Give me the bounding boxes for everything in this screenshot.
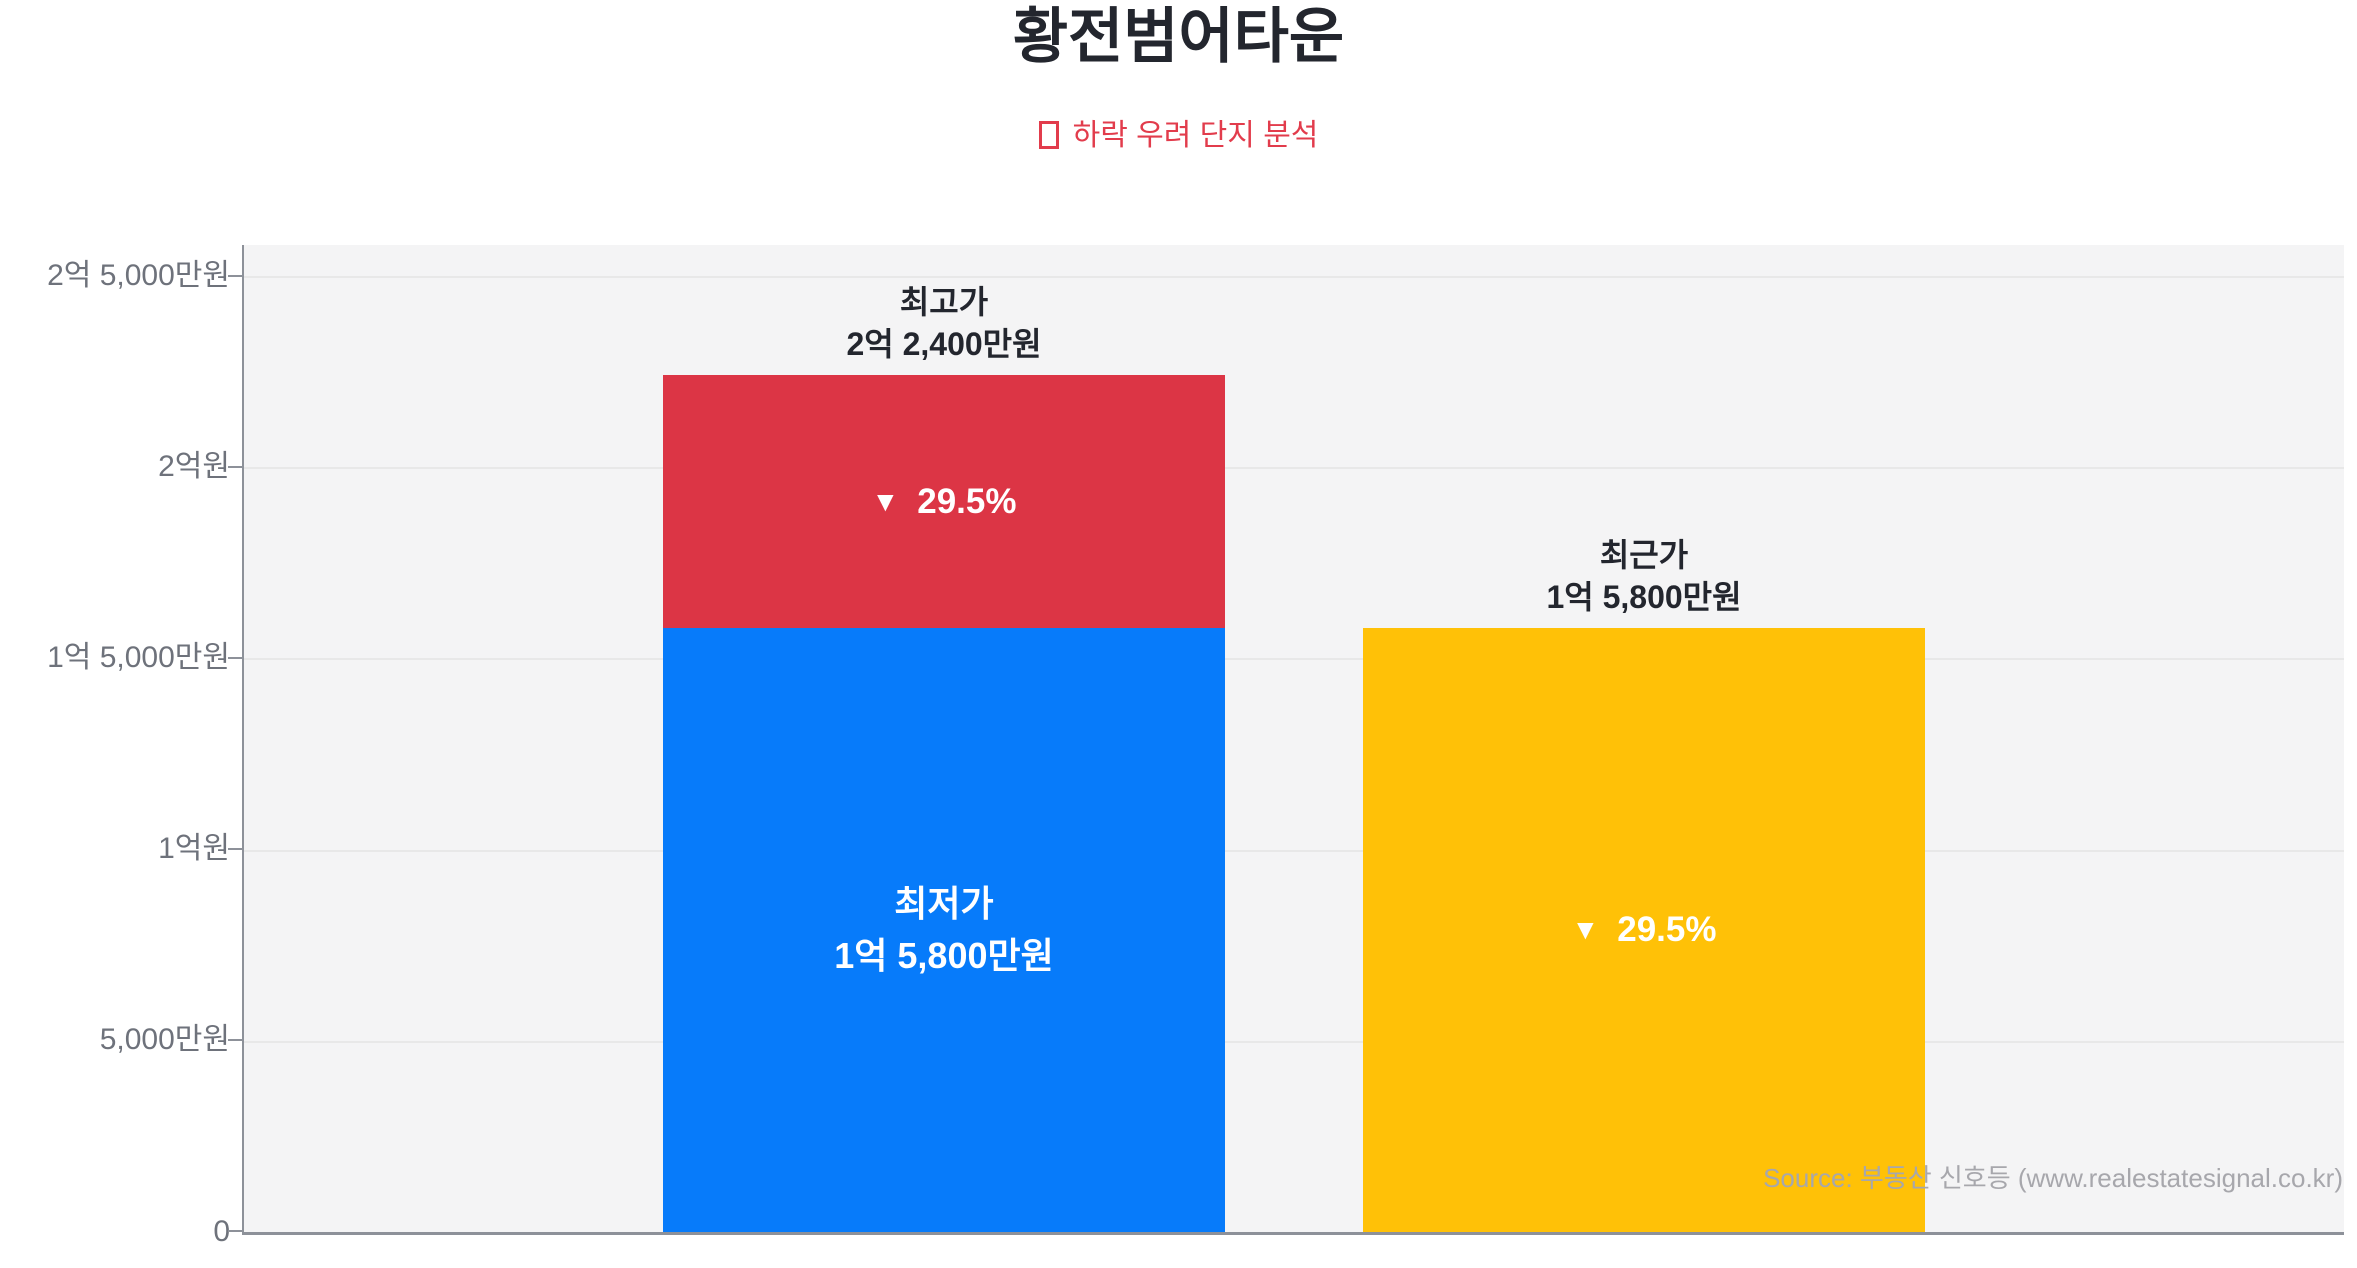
- down-triangle-icon: ▼: [1571, 914, 1600, 946]
- y-tick-label-200m: 2억원: [158, 450, 230, 483]
- down-triangle-icon: ▼: [871, 486, 900, 518]
- bar1-drop-label: ▼ 29.5%: [872, 482, 1017, 522]
- bar1-lowest-price-label-line1: 최저가: [894, 882, 994, 924]
- y-tick-label-150m: 1억 5,000만원: [47, 641, 230, 674]
- y-tick-mark: [228, 1039, 242, 1041]
- missing-glyph-box-icon: [1038, 121, 1059, 149]
- bar1-top-label-line2: 2억 2,400만원: [846, 326, 1042, 363]
- y-tick-label-250m: 2억 5,000만원: [47, 259, 230, 292]
- y-tick-mark: [228, 466, 242, 468]
- bar2-top-label-line2: 1억 5,800만원: [1546, 578, 1742, 615]
- y-tick-mark: [228, 275, 242, 277]
- gridline-100m: [244, 850, 2344, 852]
- y-tick-mark: [228, 1230, 242, 1232]
- y-tick-label-0: 0: [213, 1215, 230, 1248]
- chart-title: 황전범어타운: [1012, 3, 1345, 70]
- y-tick-label-100m: 1억원: [158, 832, 230, 865]
- bar-recent-price: 최근가 1억 5,800만원 ▼ 29.5%: [1363, 245, 1925, 1232]
- bar2-top-label: 최근가 1억 5,800만원: [1363, 534, 1925, 618]
- chart-subtitle-text: 하락 우려 단지 분석: [1072, 119, 1319, 152]
- y-tick-mark: [228, 848, 242, 850]
- bar1-segments: ▼ 29.5% 최저가 1억 5,800만원: [663, 375, 1225, 1232]
- gridline-250m: [244, 276, 2344, 278]
- bar2-drop-label: ▼ 29.5%: [1572, 910, 1717, 950]
- bar2-recent-price-segment: ▼ 29.5%: [1363, 627, 1925, 1232]
- bar1-drop-segment: ▼ 29.5%: [663, 375, 1225, 628]
- gridline-200m: [244, 467, 2344, 469]
- bar1-lowest-price-segment: 최저가 1억 5,800만원: [663, 627, 1225, 1232]
- gridline-150m: [244, 658, 2344, 660]
- bar2-segments: ▼ 29.5%: [1363, 627, 1925, 1232]
- bar1-lowest-price-label-line2: 1억 5,800만원: [834, 934, 1054, 976]
- y-tick-label-50m: 5,000만원: [99, 1023, 230, 1056]
- bar2-top-label-line1: 최근가: [1599, 536, 1689, 573]
- chart-subtitle: 하락 우려 단지 분석: [0, 116, 2357, 156]
- gridline-50m: [244, 1041, 2344, 1043]
- source-credit: Source: 부동산 신호등 (www.realestatesignal.co…: [1763, 1163, 2343, 1193]
- plot-area: 최고가 2억 2,400만원 ▼ 29.5% 최저가 1억 5,800만원: [242, 245, 2344, 1235]
- bar1-top-label-line1: 최고가: [899, 284, 989, 321]
- bar2-drop-percent: 29.5%: [1617, 909, 1717, 949]
- bar1-lowest-price-label: 최저가 1억 5,800만원: [834, 878, 1053, 982]
- bar1-drop-percent: 29.5%: [917, 481, 1017, 521]
- bar-highest-price: 최고가 2억 2,400만원 ▼ 29.5% 최저가 1억 5,800만원: [663, 245, 1225, 1232]
- bar1-top-label: 최고가 2억 2,400만원: [663, 281, 1225, 365]
- y-tick-mark: [228, 657, 242, 659]
